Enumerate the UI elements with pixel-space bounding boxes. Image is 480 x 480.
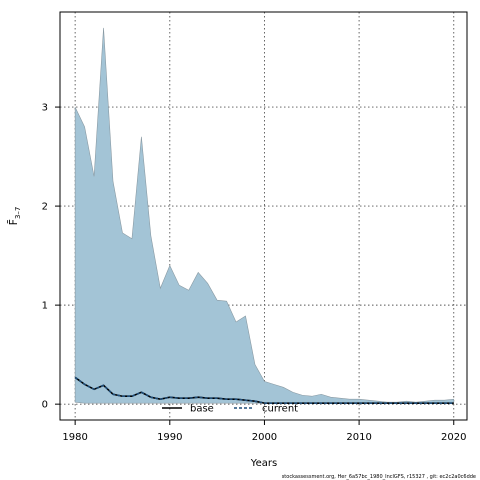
y-tick-label: 3	[42, 103, 48, 114]
x-tick-label: 1980	[62, 432, 87, 443]
x-tick-label: 2010	[346, 432, 371, 443]
axes: 1980 1990 2000 2010 2020 0 1 2 3	[42, 11, 468, 443]
x-tick-label: 2020	[441, 432, 466, 443]
y-tick-label: 1	[42, 301, 48, 312]
series-line-current	[74, 376, 454, 404]
plot-frame	[59, 11, 468, 421]
y-axis-title-sub: 3–7	[14, 207, 22, 219]
svg-text:F̄3–7: F̄3–7	[7, 207, 22, 226]
series-layer	[74, 376, 454, 404]
x-axis-title: Years	[250, 458, 277, 469]
y-axis-title: F̄3–7	[7, 207, 22, 226]
y-tick-label: 2	[42, 202, 48, 213]
legend-label-current: current	[262, 404, 298, 415]
x-tick-label: 2000	[252, 432, 277, 443]
legend-label-base: base	[190, 404, 214, 415]
y-axis-title-main: F̄	[7, 219, 20, 225]
y-tick-label: 0	[42, 400, 48, 411]
legend: base current	[162, 404, 298, 415]
x-tick-label: 1990	[157, 432, 182, 443]
footer-credit: stockassessment.org, Her_6a57bc_1980_Inc…	[282, 474, 476, 480]
